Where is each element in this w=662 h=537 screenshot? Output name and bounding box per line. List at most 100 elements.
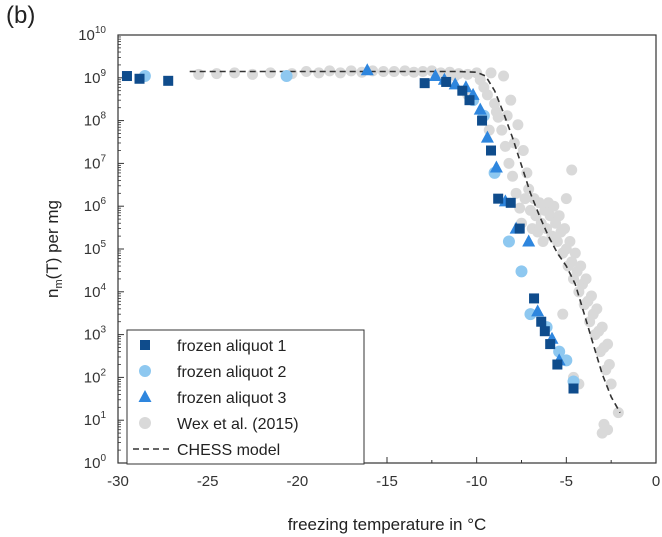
x-tick-label: -25: [197, 473, 219, 490]
y-tick-label: 101: [84, 410, 107, 429]
y-axis: 100 101 102 103 104 105 106 107 108 109 1010: [78, 25, 124, 472]
y-tick-label: 104: [84, 282, 107, 301]
wex-point: [602, 424, 614, 436]
aliquot-3-point: [522, 234, 536, 247]
aliquot-2-point: [553, 345, 566, 358]
wex-point: [313, 67, 325, 79]
x-tick-label: -5: [560, 473, 573, 490]
legend-wex-marker: [139, 417, 151, 429]
wex-point: [548, 200, 560, 212]
aliquot-2-point: [524, 308, 537, 321]
aliquot-3-point: [473, 102, 487, 115]
wex-point: [602, 338, 614, 350]
legend-aliquot-1-marker: [140, 340, 150, 350]
wex-point: [585, 290, 597, 302]
wex-point: [503, 157, 515, 169]
wex-point: [501, 110, 513, 122]
wex-point: [551, 235, 563, 247]
wex-point: [519, 193, 531, 205]
wex-point: [566, 164, 578, 176]
wex-point: [603, 359, 615, 371]
aliquot-3-point: [428, 69, 442, 82]
y-tick-label: 109: [84, 68, 107, 87]
chess-model-line: [189, 70, 621, 414]
aliquot-3-point: [531, 304, 545, 317]
aliquot-1-point: [568, 383, 579, 394]
wex-point: [229, 67, 241, 79]
aliquot-1-point: [121, 71, 132, 82]
wex-point: [334, 67, 346, 79]
wex-point: [580, 273, 592, 285]
wex-point: [553, 210, 565, 222]
wex-point: [512, 119, 524, 131]
aliquot-series: [121, 63, 580, 394]
wex-point: [566, 256, 578, 268]
y-tick-label: 106: [84, 196, 107, 215]
x-tick-label: -15: [376, 473, 398, 490]
aliquot-3-point: [480, 130, 494, 143]
aliquot-1-point: [493, 193, 504, 204]
legend-aliquot-3-label: frozen aliquot 3: [177, 390, 287, 407]
wex-point: [508, 137, 520, 149]
wex-point: [612, 407, 624, 419]
y-tick-label: 102: [84, 367, 107, 386]
y-tick-label: 107: [84, 153, 107, 172]
aliquot-1-point: [464, 95, 475, 106]
aliquot-1-point: [457, 85, 468, 96]
aliquot-1-point: [529, 293, 540, 304]
legend-aliquot-1-label: frozen aliquot 1: [177, 338, 287, 355]
aliquot-1-point: [441, 76, 452, 87]
aliquot-1-point: [545, 339, 556, 350]
wex-point: [247, 68, 258, 80]
legend-aliquot-2-marker: [139, 365, 151, 377]
wex-point: [560, 193, 572, 205]
aliquot-2-point: [502, 235, 515, 248]
wex-point: [523, 183, 535, 195]
aliquot-1-point: [419, 78, 430, 89]
wex-point: [193, 68, 205, 80]
wex-point: [490, 106, 502, 118]
y-axis-title: nm(T) per mg: [43, 200, 65, 298]
wex-point: [264, 67, 276, 79]
wex-point: [300, 66, 312, 78]
legend: frozen aliquot 1 frozen aliquot 2 frozen a…: [126, 329, 365, 465]
aliquot-3-point: [489, 160, 503, 173]
y-axis-title-main: n: [43, 289, 62, 298]
wex-point: [498, 70, 510, 82]
wex-point: [481, 89, 493, 101]
aliquot-2-point: [515, 265, 528, 278]
aliquot-2-point: [280, 70, 293, 83]
aliquot-1-point: [536, 316, 547, 327]
wex-point: [569, 247, 581, 259]
aliquot-1-point: [514, 223, 525, 234]
wex-point: [499, 140, 511, 152]
wex-point: [591, 303, 603, 315]
y-tick-label: 103: [84, 325, 107, 344]
x-axis-title: freezing temperature in °C: [288, 515, 487, 534]
x-tick-label: -30: [107, 473, 129, 490]
y-axis-title-sub: m: [53, 279, 65, 288]
y-tick-label: 105: [84, 239, 107, 258]
x-tick-label: -20: [286, 473, 308, 490]
wex-point: [517, 145, 529, 157]
y-tick-label: 108: [84, 111, 107, 130]
aliquot-1-point: [486, 145, 497, 156]
wex-point: [505, 94, 517, 106]
panel-label: (b): [6, 2, 36, 29]
wex-point: [449, 70, 461, 82]
wex-point: [510, 187, 522, 199]
wex-point: [496, 124, 508, 136]
wex-point: [557, 308, 569, 320]
x-tick-label: 0: [652, 473, 660, 490]
wex-point: [537, 235, 549, 247]
aliquot-3-point: [360, 63, 374, 76]
legend-box: [126, 329, 365, 465]
wex-point: [559, 223, 571, 235]
wex-point: [605, 378, 617, 390]
legend-aliquot-2-label: frozen aliquot 2: [177, 364, 287, 381]
wex-point: [521, 167, 533, 179]
wex-point: [489, 98, 501, 110]
wex-point: [514, 202, 526, 214]
wex-point: [564, 235, 576, 247]
